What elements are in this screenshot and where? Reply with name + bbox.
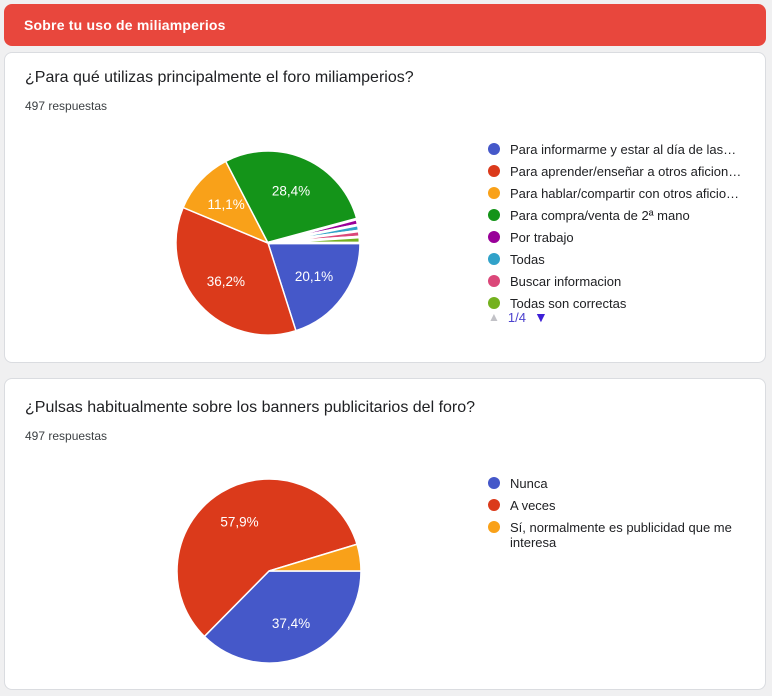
legend-item: Todas <box>488 252 746 267</box>
legend-item: A veces <box>488 498 746 513</box>
legend-label: Para aprender/enseñar a otros aficion… <box>510 164 742 179</box>
section-title: Sobre tu uso de miliamperios <box>24 17 226 33</box>
legend-label: Buscar informacion <box>510 274 622 289</box>
legend-item: Todas son correctas <box>488 296 746 311</box>
legend-label: Para compra/venta de 2ª mano <box>510 208 690 223</box>
legend-color-dot <box>488 521 500 533</box>
legend-label: Todas <box>510 252 545 267</box>
legend-item: Para aprender/enseñar a otros aficion… <box>488 164 746 179</box>
legend-item: Por trabajo <box>488 230 746 245</box>
pie-slice[interactable] <box>182 160 270 245</box>
question-title-2: ¿Pulsas habitualmente sobre los banners … <box>25 399 476 416</box>
pie-slice-label: 28,4% <box>272 183 310 198</box>
legend-color-dot <box>488 165 500 177</box>
pie-slice-label: 20,1% <box>295 269 333 284</box>
legend-label: Por trabajo <box>510 230 574 245</box>
pie-chart-1[interactable]: 20,1% 36,2% 11,1% 28,4% <box>170 145 366 341</box>
section-header: Sobre tu uso de miliamperios <box>4 4 766 46</box>
legend-color-dot <box>488 209 500 221</box>
legend-1: Para informarme y estar al día de las… Pa… <box>488 142 746 318</box>
pie-slice-label: 11,1% <box>207 197 244 212</box>
legend-item: Buscar informacion <box>488 274 746 289</box>
pie-slice-label: 37,4% <box>272 616 310 631</box>
legend-2: Nunca A veces Sí, normalmente es publicida… <box>488 476 746 557</box>
legend-color-dot <box>488 499 500 511</box>
legend-label: Para informarme y estar al día de las… <box>510 142 737 157</box>
pie-slice[interactable] <box>268 543 362 572</box>
legend-item: Para informarme y estar al día de las… <box>488 142 746 157</box>
legend-color-dot <box>488 275 500 287</box>
pie-chart-2[interactable]: 37,4% 57,9% <box>171 473 367 669</box>
legend-color-dot <box>488 231 500 243</box>
question-card-1: ¿Para qué utilizas principalmente el for… <box>4 52 766 363</box>
legend-item: Para hablar/compartir con otros aficio… <box>488 186 746 201</box>
legend-color-dot <box>488 253 500 265</box>
pie-slice[interactable] <box>176 478 358 638</box>
pie-slice-label: 36,2% <box>207 274 245 289</box>
legend-item: Nunca <box>488 476 746 491</box>
legend-label: A veces <box>510 498 556 513</box>
question-title-1: ¿Para qué utilizas principalmente el for… <box>25 69 414 86</box>
page-indicator: 1/4 <box>507 309 526 325</box>
legend-label: Nunca <box>510 476 548 491</box>
legend-color-dot <box>488 187 500 199</box>
legend-label: Para hablar/compartir con otros aficio… <box>510 186 740 201</box>
pie-slice[interactable] <box>224 150 358 244</box>
legend-pagination: ▲ 1/4 ▼ <box>488 309 548 325</box>
legend-color-dot <box>488 297 500 309</box>
responses-count-2: 497 respuestas <box>25 429 108 443</box>
legend-item: Sí, normalmente es publicidad que me int… <box>488 520 746 550</box>
legend-label: Todas son correctas <box>510 296 627 311</box>
pie-slice[interactable] <box>266 242 361 332</box>
legend-label: Sí, normalmente es publicidad que me int… <box>510 520 732 550</box>
page-down-icon[interactable]: ▼ <box>533 309 548 325</box>
question-card-2: ¿Pulsas habitualmente sobre los banners … <box>4 378 766 690</box>
pie-slice[interactable] <box>175 206 297 336</box>
pie-slice[interactable] <box>203 570 362 664</box>
pie-slice-label: 57,9% <box>220 515 258 530</box>
responses-count-1: 497 respuestas <box>25 99 108 113</box>
page-up-icon[interactable]: ▲ <box>488 310 500 324</box>
legend-color-dot <box>488 143 500 155</box>
legend-color-dot <box>488 477 500 489</box>
legend-item: Para compra/venta de 2ª mano <box>488 208 746 223</box>
pie-slice[interactable] <box>267 235 362 245</box>
